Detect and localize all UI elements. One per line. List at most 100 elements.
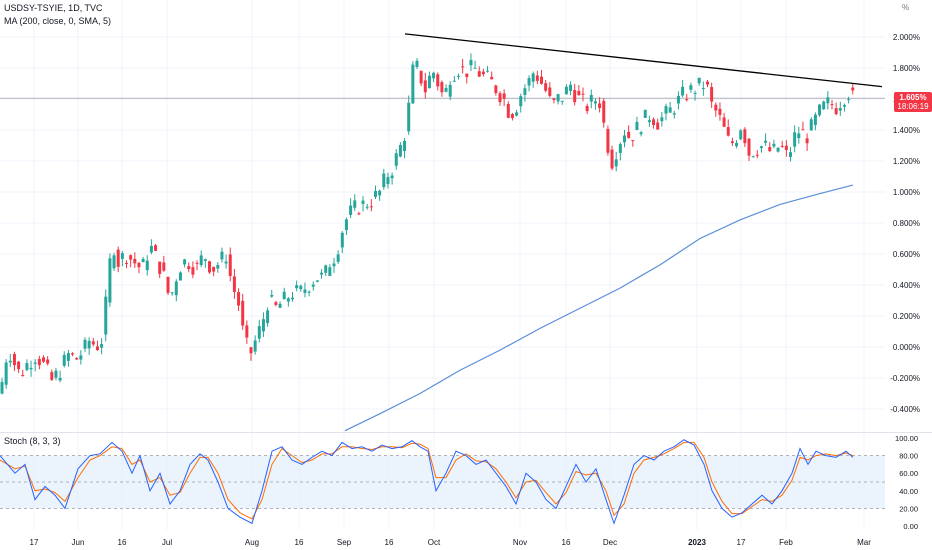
candle-body: [834, 108, 838, 115]
candle-body: [141, 258, 145, 263]
candle-body: [191, 267, 195, 275]
y-tick-label: 1.800%: [893, 64, 920, 73]
candle-body: [58, 377, 62, 381]
candle-body: [842, 105, 846, 107]
candle-body: [552, 98, 556, 100]
candle-body: [299, 285, 303, 290]
candle-body: [668, 107, 672, 113]
candle-body: [87, 340, 91, 349]
x-tick-label: 17: [30, 538, 39, 547]
candle-body: [506, 103, 510, 118]
candle-body: [324, 265, 328, 273]
price-axis-unit: %: [902, 3, 910, 12]
candle-body: [751, 156, 755, 158]
candle-body: [718, 108, 722, 115]
candle-body: [759, 146, 763, 148]
symbol-legend: USDSY-TSYIE, 1D, TVC: [4, 3, 103, 13]
y-tick-label: 1.200%: [893, 157, 920, 166]
trendline[interactable]: [404, 33, 883, 88]
candle-body: [291, 297, 294, 300]
candle-body: [784, 145, 788, 150]
y-tick-label: 1.000%: [893, 188, 920, 197]
candle-body: [66, 353, 70, 361]
x-tick-label: 16: [295, 538, 304, 547]
candle-body: [531, 73, 535, 82]
y-tick-label: 1.400%: [893, 126, 920, 135]
trendline-segment[interactable]: [404, 33, 883, 88]
candle-body: [228, 254, 232, 276]
candle-body: [826, 97, 830, 104]
candle-body: [374, 190, 377, 197]
candle-body: [307, 291, 311, 293]
candle-body: [755, 154, 759, 156]
candle-body: [303, 289, 307, 293]
candle-body: [365, 206, 369, 208]
candle-body: [772, 143, 776, 147]
candle-body: [12, 353, 16, 366]
y-tick-label: -0.400%: [890, 405, 920, 414]
candle-body: [805, 138, 809, 144]
candle-body: [701, 87, 705, 89]
candle-body: [818, 104, 822, 116]
ma-legend: MA (200, close, 0, SMA, 5): [4, 16, 112, 26]
candle-body: [793, 132, 797, 147]
candle-body: [589, 94, 593, 102]
candle-body: [747, 138, 751, 156]
candle-body: [29, 367, 33, 370]
candle-body: [436, 74, 440, 87]
bar-countdown: 18:06:19: [897, 102, 929, 111]
stoch-tick-label: 20.00: [899, 504, 918, 513]
candle-body: [357, 213, 361, 215]
candle-body: [71, 353, 75, 355]
candle-body: [764, 140, 768, 143]
candle-body: [602, 100, 606, 123]
candle-body: [174, 281, 178, 296]
candle-body: [166, 276, 170, 293]
x-tick-label: Jun: [72, 538, 85, 547]
candle-body: [809, 119, 813, 131]
candle-body: [585, 105, 589, 112]
candle-body: [556, 94, 560, 102]
stoch-d-line: [0, 441, 854, 520]
x-tick-label: Oct: [428, 538, 441, 547]
candle-body: [91, 341, 95, 345]
candle-body: [419, 70, 423, 84]
candle-body: [386, 177, 390, 185]
candle-body: [548, 87, 552, 96]
candle-body: [158, 261, 162, 274]
candle-body: [340, 232, 344, 248]
stoch-axis[interactable]: 100.00 80.00 60.00 40.00 20.00 0.00: [895, 434, 918, 531]
candle-body: [257, 326, 261, 339]
time-axis[interactable]: 17 Jun 16 Jul Aug 16 Sep 16 Oct Nov 16 Dec 2023 17 Feb…: [30, 538, 872, 547]
candle-body: [25, 363, 29, 370]
candle-body: [569, 84, 573, 91]
candle-body: [606, 128, 610, 153]
candle-body: [726, 127, 730, 136]
x-tick-label: Sep: [337, 538, 352, 547]
candle-body: [780, 145, 784, 147]
candle-body: [461, 66, 465, 68]
candle-body: [486, 70, 490, 72]
candle-body: [789, 152, 792, 157]
candle-body: [245, 325, 249, 338]
candle-body: [722, 117, 726, 127]
candle-body: [220, 251, 224, 260]
candle-body: [490, 76, 494, 80]
y-tick-label: 2.000%: [893, 33, 920, 42]
stoch-tick-label: 100.00: [895, 434, 918, 443]
candle-body: [415, 60, 419, 68]
candle-body: [108, 258, 112, 303]
candle-body: [473, 67, 477, 69]
candle-body: [129, 255, 133, 260]
candle-body: [714, 104, 718, 111]
candle-body: [681, 86, 685, 96]
candle-body: [477, 71, 481, 77]
candle-body: [8, 360, 12, 363]
candle-body: [502, 93, 506, 99]
candle-body: [631, 140, 635, 142]
x-tick-label: 2023: [688, 538, 706, 547]
candle-body: [203, 259, 207, 261]
candle-body: [739, 130, 743, 140]
x-tick-label: 16: [562, 538, 571, 547]
